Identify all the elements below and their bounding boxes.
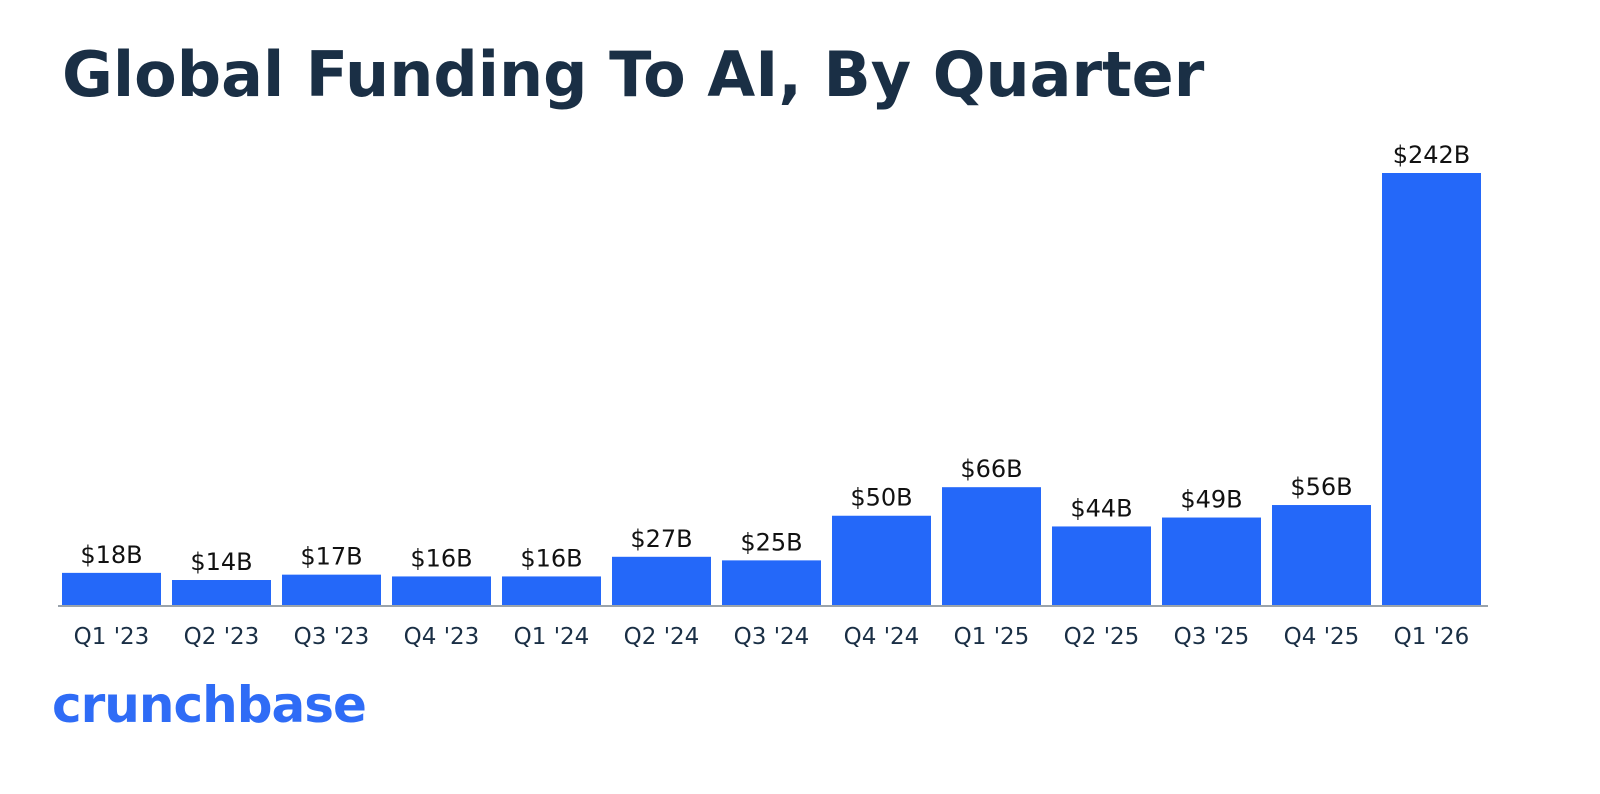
x-tick-label: Q4 '23 (404, 624, 480, 650)
bar (942, 487, 1041, 605)
bar (62, 572, 161, 605)
data-label: $17B (300, 543, 362, 571)
x-tick-label: Q3 '25 (1174, 624, 1250, 650)
crunchbase-logo: crunchbase (52, 676, 367, 734)
x-tick-label: Q2 '24 (624, 624, 700, 650)
data-label: $49B (1180, 486, 1242, 514)
bar (612, 556, 711, 605)
data-label: $44B (1070, 494, 1132, 522)
bar (1272, 505, 1371, 605)
bar (1162, 517, 1261, 605)
data-label: $25B (740, 528, 802, 556)
bar (1382, 173, 1481, 605)
x-tick-label: Q2 '23 (184, 624, 260, 650)
x-tick-label: Q2 '25 (1064, 624, 1140, 650)
chart-title: Global Funding To AI, By Quarter (62, 38, 1205, 111)
x-tick-label: Q4 '24 (844, 624, 920, 650)
data-label: $14B (190, 548, 252, 576)
data-label: $16B (410, 544, 472, 572)
data-label: $16B (520, 544, 582, 572)
x-tick-label: Q1 '26 (1394, 624, 1470, 650)
data-label: $56B (1290, 473, 1352, 501)
bar (392, 576, 491, 605)
x-tick-label: Q1 '23 (74, 624, 150, 650)
data-label: $242B (1393, 141, 1471, 169)
bar (502, 576, 601, 605)
x-tick-label: Q4 '25 (1284, 624, 1360, 650)
bar (832, 515, 931, 605)
bar (1052, 526, 1151, 605)
bar (282, 574, 381, 605)
data-label: $18B (80, 541, 142, 569)
bar (722, 560, 821, 605)
data-label: $66B (960, 455, 1022, 483)
x-tick-label: Q1 '24 (514, 624, 590, 650)
data-label: $50B (850, 484, 912, 512)
data-label: $27B (630, 525, 692, 553)
bar (172, 580, 271, 605)
x-tick-label: Q1 '25 (954, 624, 1030, 650)
x-tick-label: Q3 '24 (734, 624, 810, 650)
x-tick-label: Q3 '23 (294, 624, 370, 650)
